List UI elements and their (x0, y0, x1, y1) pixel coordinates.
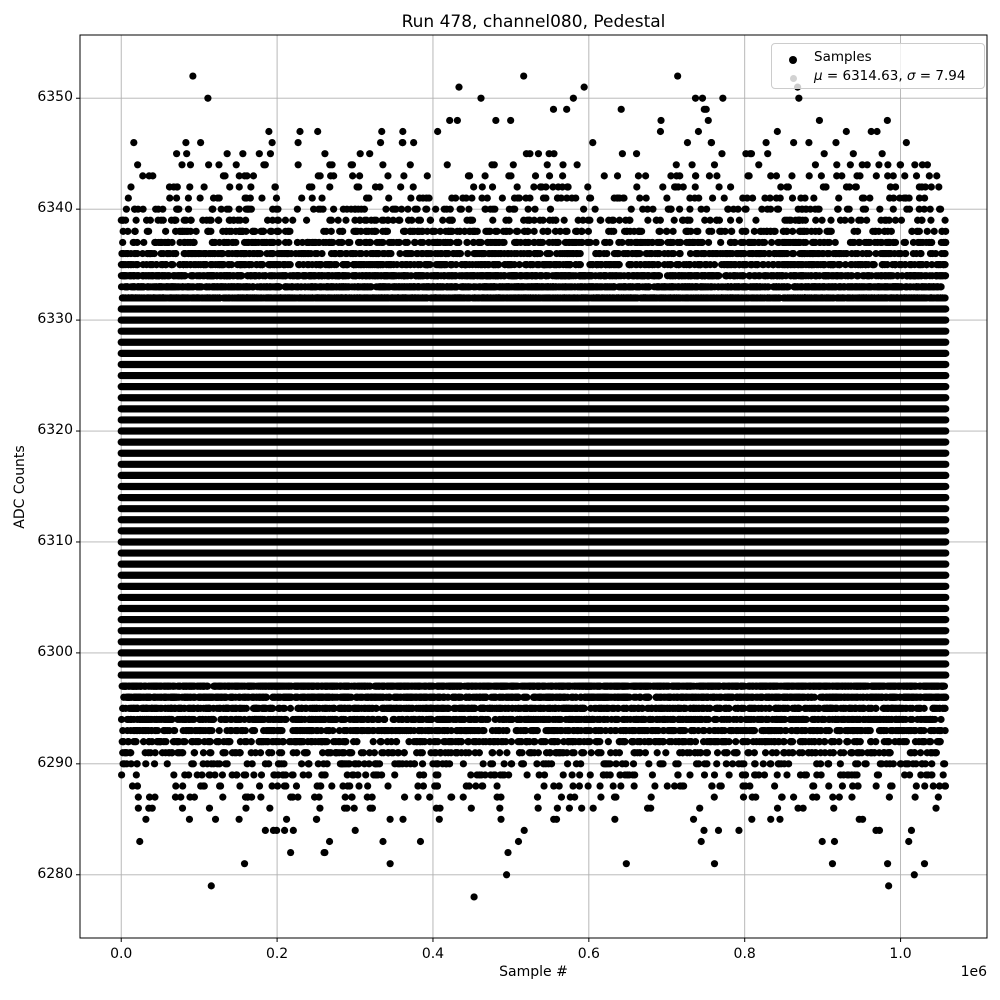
stats-marker-icon (780, 72, 806, 82)
chart-title: Run 478, channel080, Pedestal (401, 12, 666, 32)
legend-label: μ = 6314.63, σ = 7.94 (814, 67, 966, 84)
y-axis-label: ADC Counts (12, 445, 28, 529)
x-tick-label: 0.6 (577, 946, 600, 962)
x-tick-label: 0.0 (110, 946, 133, 962)
x-tick-label: 0.8 (733, 946, 756, 962)
x-tick-label: 1.0 (889, 946, 912, 962)
x-offset-label: 1e6 (960, 964, 987, 980)
y-tick-label: 6330 (37, 311, 73, 328)
legend-label: Samples (814, 48, 872, 65)
legend: Samples μ = 6314.63, σ = 7.94 (771, 43, 985, 89)
y-tick-label: 6290 (37, 754, 73, 771)
y-tick-label: 6310 (37, 532, 73, 549)
x-tick-label: 0.4 (421, 946, 445, 962)
y-tick-label: 6280 (37, 865, 73, 882)
y-tick-label: 6340 (37, 200, 73, 217)
y-tick-label: 6350 (37, 89, 73, 106)
y-tick-label: 6300 (37, 643, 73, 660)
x-axis-label: Sample # (499, 964, 568, 980)
legend-row: Samples (780, 47, 978, 66)
y-tick-label: 6320 (37, 422, 73, 439)
samples-marker-icon (780, 53, 806, 64)
legend-row: μ = 6314.63, σ = 7.94 (780, 66, 978, 85)
x-tick-label: 0.2 (265, 946, 289, 962)
